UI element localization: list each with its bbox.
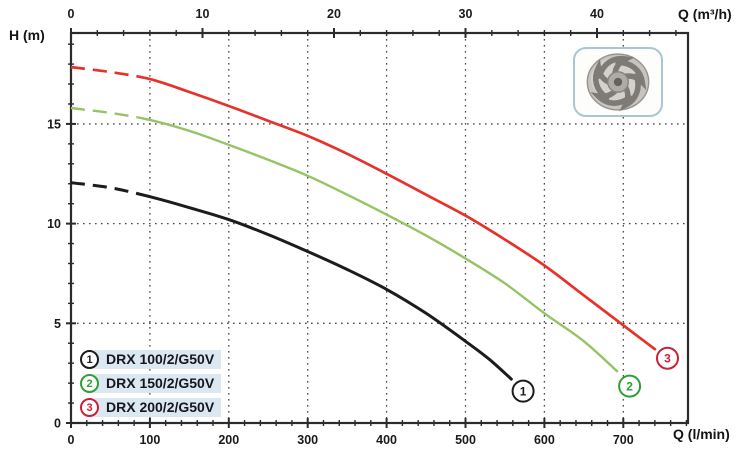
x-top-tick-label: 20	[327, 7, 341, 21]
legend-label: DRX 100/2/G50V	[94, 350, 222, 369]
legend-label: DRX 150/2/G50V	[94, 374, 222, 393]
marker-number: 1	[520, 385, 527, 399]
legend: 1 DRX 100/2/G50V 2 DRX 150/2/G50V 3 DRX …	[80, 350, 222, 422]
x-bottom-tick-label: 700	[613, 433, 634, 447]
curve-dashed-start-3	[70, 65, 139, 78]
x-bottom-tick-label: 400	[376, 433, 397, 447]
y-tick-label: 10	[47, 217, 61, 231]
x-bottom-tick-label: 0	[68, 433, 75, 447]
axis-ticks	[66, 28, 688, 428]
y-tick-label: 5	[54, 317, 61, 331]
legend-item-drx200: 3 DRX 200/2/G50V	[80, 398, 222, 417]
y-axis-title: H (m)	[9, 27, 45, 43]
legend-item-drx150: 2 DRX 150/2/G50V	[80, 374, 222, 393]
legend-item-drx100: 1 DRX 100/2/G50V	[80, 350, 222, 369]
legend-label: DRX 200/2/G50V	[94, 398, 222, 417]
curve-dashed-start-2	[70, 106, 143, 120]
marker-number: 3	[664, 352, 671, 366]
x-bottom-tick-label: 500	[455, 433, 476, 447]
curve-end-marker-3: 3	[655, 346, 679, 370]
x-top-axis-title: Q (m³/h)	[678, 6, 732, 22]
x-top-tick-label: 40	[590, 7, 604, 21]
legend-marker-3-icon: 3	[80, 398, 99, 417]
x-top-tick-label: 10	[196, 7, 210, 21]
x-bottom-tick-label: 300	[297, 433, 318, 447]
marker-circle	[655, 346, 679, 370]
curve-3	[138, 75, 657, 351]
impeller-icon	[578, 51, 650, 113]
x-top-tick-label: 30	[459, 7, 473, 21]
impeller-image	[573, 47, 663, 117]
curve-end-marker-1: 1	[511, 379, 535, 403]
curve-2	[142, 116, 619, 373]
x-bottom-axis-title: Q (l/min)	[673, 426, 730, 442]
marker-number: 2	[626, 380, 633, 394]
x-bottom-tick-label: 100	[139, 433, 160, 447]
legend-marker-2-icon: 2	[80, 374, 99, 393]
curve-1	[145, 194, 513, 381]
curve-end-marker-2: 2	[618, 374, 642, 398]
x-top-tick-label: 0	[68, 7, 75, 21]
y-tick-label: 15	[47, 117, 61, 131]
legend-marker-1-icon: 1	[80, 350, 99, 369]
marker-circle	[618, 374, 642, 398]
x-bottom-tick-label: 200	[218, 433, 239, 447]
marker-circle	[511, 379, 535, 403]
y-tick-label: 0	[54, 417, 61, 431]
plot-border	[69, 31, 690, 425]
x-bottom-tick-label: 600	[534, 433, 555, 447]
